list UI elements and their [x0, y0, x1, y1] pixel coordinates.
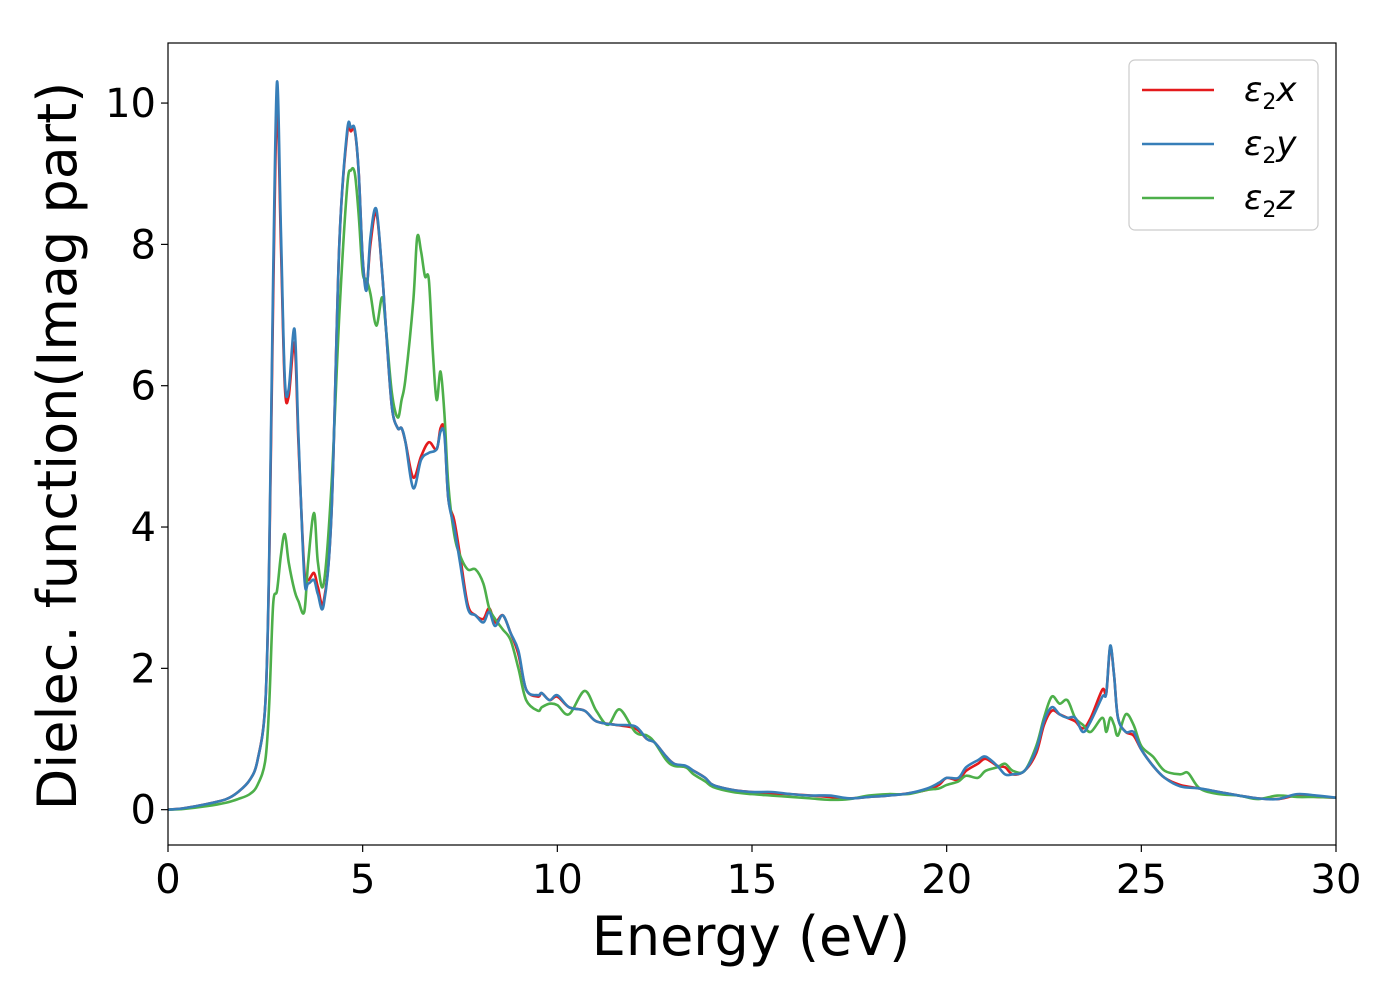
x-tick-label: 5: [350, 857, 375, 903]
x-axis-ticks: 0 5 10 15 20 25 30: [155, 845, 1361, 903]
y-axis-ticks: 0 2 4 6 8 10: [105, 81, 168, 834]
x-tick-label: 30: [1311, 857, 1362, 903]
x-tick-label: 10: [532, 857, 583, 903]
y-tick-label: 0: [131, 788, 156, 834]
y-tick-label: 10: [105, 81, 156, 127]
y-tick-label: 8: [131, 222, 156, 268]
legend: ε2x ε2y ε2z: [1128, 59, 1319, 231]
series-line-z: [168, 166, 1336, 811]
x-tick-label: 15: [727, 857, 778, 903]
legend-label-z: ε2z: [1244, 178, 1295, 223]
x-tick-label: 20: [921, 857, 972, 903]
y-tick-label: 2: [131, 646, 156, 692]
y-tick-label: 4: [131, 505, 156, 551]
legend-label-x: ε2x: [1244, 70, 1297, 115]
x-axis-label: Energy (eV): [592, 905, 911, 968]
x-tick-label: 0: [155, 857, 180, 903]
legend-label-y: ε2y: [1244, 124, 1297, 169]
x-tick-label: 25: [1116, 857, 1167, 903]
y-axis-label: Dielec. function(Imag part): [26, 82, 89, 811]
series-line-y: [168, 80, 1336, 811]
legend-box: [1128, 59, 1319, 231]
y-tick-label: 6: [131, 364, 156, 410]
series-lines: [168, 80, 1336, 811]
